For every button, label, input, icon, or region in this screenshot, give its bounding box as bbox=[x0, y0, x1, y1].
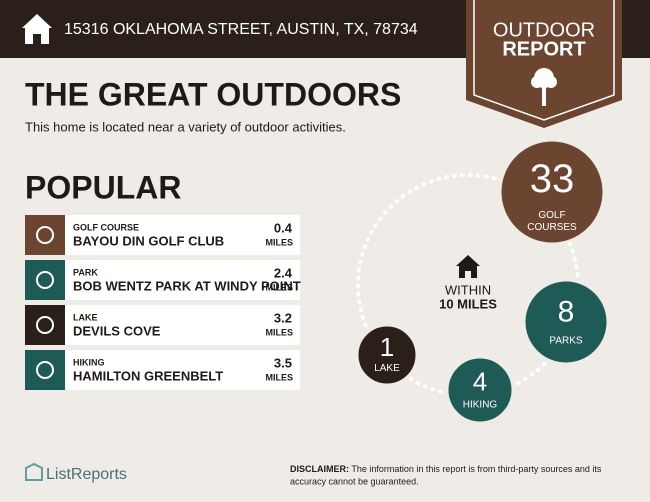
item-icon-glyph bbox=[36, 361, 54, 379]
count-label: GOLF bbox=[538, 210, 565, 221]
brand-logo: ListReports bbox=[25, 462, 127, 483]
item-icon bbox=[25, 350, 65, 390]
item-name: BOB WENTZ PARK AT WINDY POINT bbox=[73, 278, 301, 293]
count-value: 4 bbox=[473, 366, 487, 396]
item-unit: MILES bbox=[265, 372, 293, 382]
section-heading: POPULAR bbox=[25, 169, 181, 205]
item-card bbox=[25, 260, 300, 300]
item-name: BAYOU DIN GOLF CLUB bbox=[73, 233, 224, 248]
count-circle bbox=[498, 138, 606, 246]
item-card bbox=[25, 305, 300, 345]
item-icon bbox=[25, 260, 65, 300]
badge-line: OUTDOOR bbox=[493, 19, 595, 41]
badge bbox=[466, 0, 622, 128]
disclaimer: accuracy cannot be guaranteed. bbox=[290, 476, 419, 486]
count-label: PARKS bbox=[549, 336, 582, 347]
item-icon-glyph bbox=[36, 226, 54, 244]
item-unit: MILES bbox=[265, 327, 293, 337]
brand: ListReports bbox=[46, 466, 127, 483]
within-label: WITHIN bbox=[445, 282, 491, 297]
item-name: HAMILTON GREENBELT bbox=[73, 368, 223, 383]
count-value: 8 bbox=[558, 296, 575, 329]
item-distance: 3.2 bbox=[274, 310, 292, 325]
item-card bbox=[25, 215, 300, 255]
home-icon bbox=[456, 255, 480, 278]
count-circle bbox=[445, 355, 515, 425]
item-category: HIKING bbox=[73, 357, 105, 367]
item-card bbox=[25, 350, 300, 390]
badge-border bbox=[473, 0, 615, 121]
item-distance: 2.4 bbox=[274, 265, 293, 280]
item-icon-glyph bbox=[36, 316, 54, 334]
subtitle: This home is located near a variety of o… bbox=[25, 119, 346, 134]
disclaimer-text: The information in this report is from t… bbox=[349, 464, 602, 474]
disclaimer-label: DISCLAIMER: bbox=[290, 464, 349, 474]
radius-label: 10 MILES bbox=[439, 296, 497, 311]
count-circle bbox=[522, 278, 610, 366]
item-distance: 3.5 bbox=[274, 355, 292, 370]
item-unit: MILES bbox=[265, 237, 293, 247]
address: 15316 OKLAHOMA STREET, AUSTIN, TX, 78734 bbox=[64, 21, 418, 38]
item-category: GOLF COURSE bbox=[73, 222, 139, 232]
item-icon bbox=[25, 215, 65, 255]
item-unit: MILES bbox=[265, 282, 293, 292]
item-distance: 0.4 bbox=[274, 220, 293, 235]
tree-icon bbox=[531, 68, 557, 106]
count-value: 1 bbox=[380, 332, 394, 362]
disclaimer: DISCLAIMER: The information in this repo… bbox=[290, 464, 602, 474]
item-category: PARK bbox=[73, 267, 98, 277]
badge-line: REPORT bbox=[502, 38, 585, 60]
title: THE GREAT OUTDOORS bbox=[25, 76, 401, 112]
item-category: LAKE bbox=[73, 312, 98, 322]
count-circle bbox=[355, 323, 419, 387]
count-label: HIKING bbox=[463, 399, 498, 410]
item-icon-glyph bbox=[36, 271, 54, 289]
home-icon bbox=[22, 14, 52, 44]
count-value: 33 bbox=[530, 157, 575, 201]
item-name: DEVILS COVE bbox=[73, 323, 161, 338]
item-icon bbox=[25, 305, 65, 345]
count-label: LAKE bbox=[374, 363, 400, 374]
count-label: COURSES bbox=[527, 222, 577, 233]
